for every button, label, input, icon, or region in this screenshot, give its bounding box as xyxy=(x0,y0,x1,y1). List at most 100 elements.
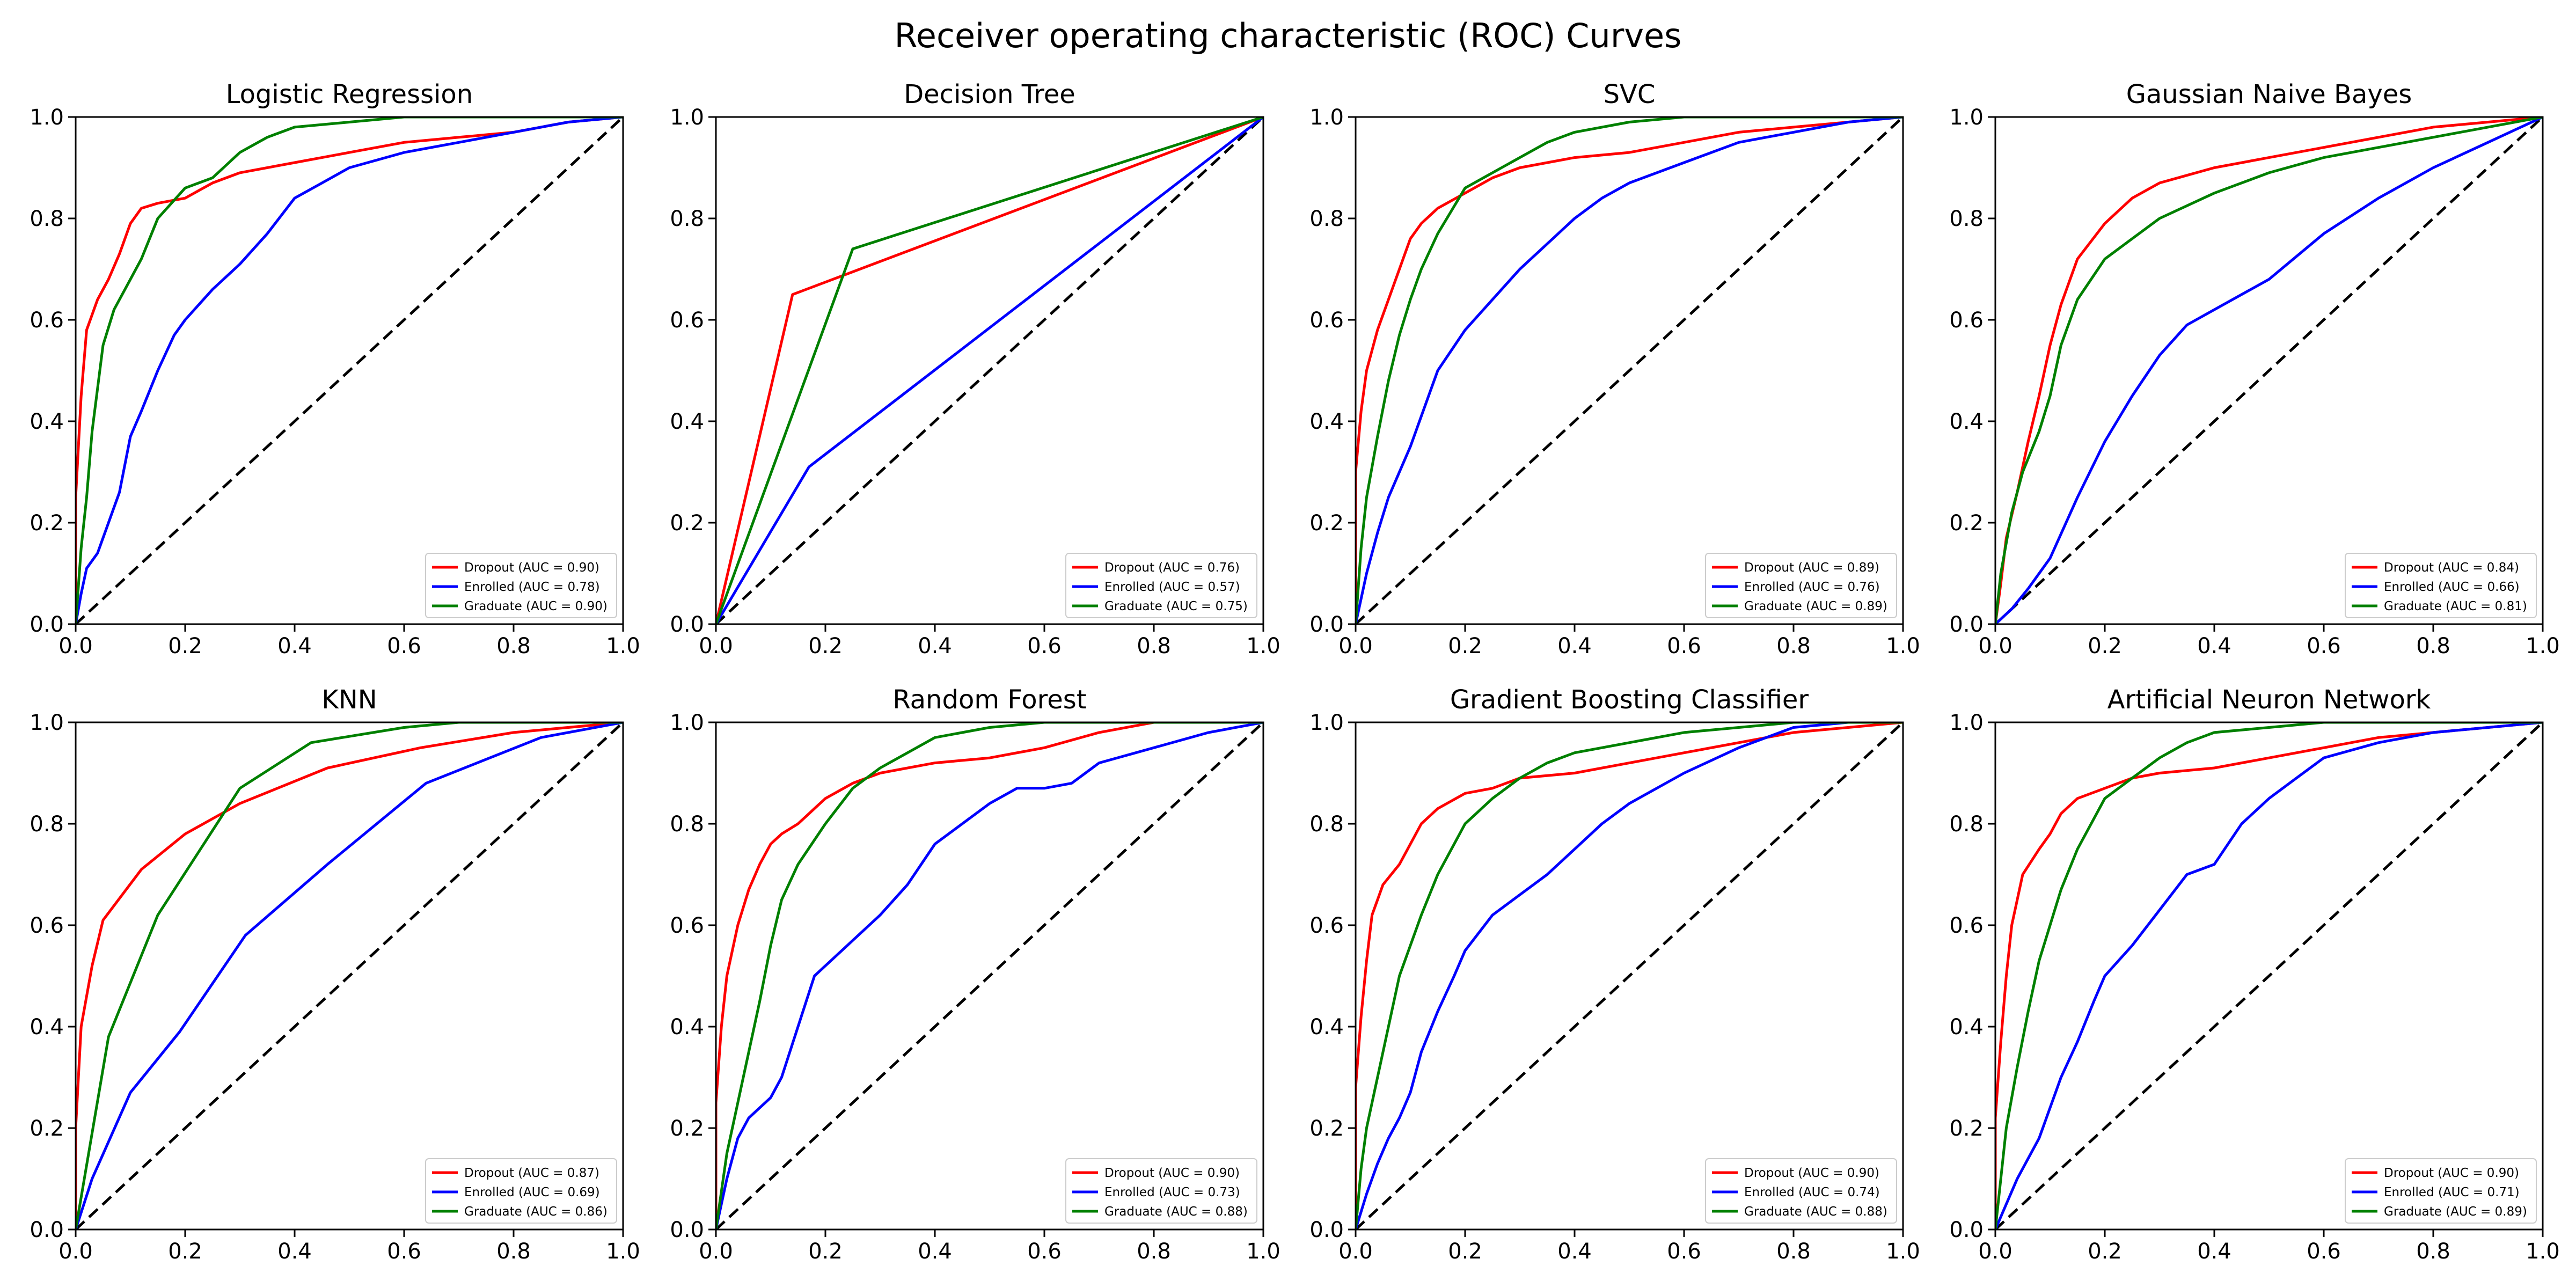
y-tick-label: 0.2 xyxy=(30,1116,64,1141)
x-tick-label: 0.0 xyxy=(1338,634,1373,658)
y-tick-label: 1.0 xyxy=(1949,711,1984,735)
roc-curve-enrolled xyxy=(1995,117,2543,624)
roc-panel-svc: SVC 0.0 0.2 0.4 0.6 0.8 1.0 0.0 0.2 0.4 0.6 0.8 1.0 D… xyxy=(1309,79,1920,658)
x-tick-label: 0.8 xyxy=(1776,1239,1811,1264)
legend-box xyxy=(2345,553,2537,618)
roc-panel-knn: KNN 0.0 0.2 0.4 0.6 0.8 1.0 0.0 0.2 0.4 0.6 0.8 1.0 D… xyxy=(30,685,640,1264)
y-tick-label: 0.4 xyxy=(30,409,64,434)
roc-curve-dropout xyxy=(76,117,623,624)
y-tick-label: 0.4 xyxy=(30,1015,64,1040)
roc-curve-enrolled xyxy=(716,117,1263,624)
y-tick-label: 0.0 xyxy=(1309,1218,1344,1242)
x-tick-label: 0.4 xyxy=(2197,634,2231,658)
x-tick-label: 1.0 xyxy=(2526,634,2560,658)
x-tick-label: 0.2 xyxy=(1448,634,1482,658)
x-tick-label: 0.0 xyxy=(1978,1239,2012,1264)
axes-frame xyxy=(1994,116,2544,625)
x-tick-label: 0.8 xyxy=(496,634,531,658)
y-tick-label: 0.8 xyxy=(30,207,64,231)
legend-label: Dropout (AUC = 0.90) xyxy=(1104,1166,1240,1180)
legend-label: Enrolled (AUC = 0.57) xyxy=(1104,580,1240,594)
chance-diagonal-line xyxy=(76,117,623,624)
roc-curve-graduate xyxy=(76,722,623,1230)
x-tick-label: 1.0 xyxy=(1246,634,1280,658)
panel-title-svc: SVC xyxy=(1604,79,1656,109)
x-tick-label: 0.6 xyxy=(1667,634,1701,658)
x-tick-label: 0.4 xyxy=(2197,1239,2231,1264)
x-tick-label: 0.0 xyxy=(699,634,733,658)
y-tick-label: 0.4 xyxy=(1949,1015,1984,1040)
x-tick-label: 0.8 xyxy=(1776,634,1811,658)
y-tick-label: 0.4 xyxy=(1949,409,1984,434)
y-tick-label: 0.6 xyxy=(670,308,704,333)
axes-frame xyxy=(715,721,1264,1231)
y-tick-label: 0.0 xyxy=(30,1218,64,1242)
legend-label: Dropout (AUC = 0.76) xyxy=(1104,561,1240,575)
legend: Dropout (AUC = 0.89) Enrolled (AUC = 0.76… xyxy=(1705,553,1897,618)
legend-label: Graduate (AUC = 0.88) xyxy=(1744,1205,1887,1219)
y-tick-label: 0.4 xyxy=(1309,1015,1344,1040)
axes-frame xyxy=(715,116,1264,625)
legend: Dropout (AUC = 0.90) Enrolled (AUC = 0.78… xyxy=(425,553,617,618)
x-tick-label: 0.6 xyxy=(2307,1239,2341,1264)
roc-panel-logistic-regression: Logistic Regression 0.0 0.2 0.4 0.6 0.8 1.0 0.0… xyxy=(30,79,640,658)
legend-label: Dropout (AUC = 0.90) xyxy=(2384,1166,2519,1180)
y-tick-label: 0.2 xyxy=(30,511,64,536)
chance-diagonal-line xyxy=(1995,117,2543,624)
y-tick-label: 0.6 xyxy=(1309,308,1344,333)
panel-title-logistic-regression: Logistic Regression xyxy=(226,79,473,109)
y-tick-label: 1.0 xyxy=(30,105,64,130)
x-tick-label: 0.8 xyxy=(2416,1239,2450,1264)
legend-label: Dropout (AUC = 0.89) xyxy=(1744,561,1879,575)
y-tick-label: 0.8 xyxy=(1949,207,1984,231)
x-tick-label: 0.4 xyxy=(918,1239,952,1264)
x-tick-label: 0.2 xyxy=(808,1239,843,1264)
legend-label: Graduate (AUC = 0.89) xyxy=(1744,599,1887,613)
y-tick-label: 0.6 xyxy=(1949,913,1984,938)
legend-label: Graduate (AUC = 0.86) xyxy=(464,1205,608,1219)
roc-curve-graduate xyxy=(76,117,623,624)
x-tick-label: 0.4 xyxy=(918,634,952,658)
x-tick-label: 0.0 xyxy=(699,1239,733,1264)
y-tick-label: 0.8 xyxy=(1949,812,1984,837)
x-tick-label: 1.0 xyxy=(1886,1239,1920,1264)
y-tick-label: 0.2 xyxy=(670,511,704,536)
x-tick-label: 1.0 xyxy=(2526,1239,2560,1264)
roc-curve-enrolled xyxy=(76,117,623,624)
x-tick-label: 0.2 xyxy=(168,634,202,658)
legend-box xyxy=(425,553,617,618)
chance-diagonal-line xyxy=(716,117,1263,624)
roc-curve-dropout xyxy=(1356,722,1903,1230)
roc-curve-dropout xyxy=(716,722,1263,1230)
roc-curve-graduate xyxy=(1356,722,1903,1230)
chance-diagonal-line xyxy=(1995,722,2543,1230)
legend-label: Enrolled (AUC = 0.78) xyxy=(464,580,600,594)
legend: Dropout (AUC = 0.76) Enrolled (AUC = 0.57… xyxy=(1065,553,1257,618)
roc-curve-enrolled xyxy=(1995,722,2543,1230)
x-tick-label: 0.4 xyxy=(277,1239,312,1264)
y-tick-label: 0.6 xyxy=(1949,308,1984,333)
y-tick-label: 0.4 xyxy=(1309,409,1344,434)
chance-diagonal-line xyxy=(1356,722,1903,1230)
legend: Dropout (AUC = 0.90) Enrolled (AUC = 0.74… xyxy=(1705,1158,1897,1224)
y-tick-label: 0.6 xyxy=(30,308,64,333)
legend-label: Graduate (AUC = 0.89) xyxy=(2384,1205,2527,1219)
panel-title-artificial-neuron-network: Artificial Neuron Network xyxy=(2107,685,2431,715)
y-tick-label: 0.0 xyxy=(30,612,64,637)
axes-frame xyxy=(1355,721,1904,1231)
y-tick-label: 0.6 xyxy=(30,913,64,938)
legend-label: Graduate (AUC = 0.75) xyxy=(1104,599,1248,613)
y-tick-label: 0.0 xyxy=(1949,1218,1984,1242)
y-tick-label: 0.2 xyxy=(1949,1116,1984,1141)
x-tick-label: 0.0 xyxy=(1338,1239,1373,1264)
roc-curve-graduate xyxy=(1356,117,1903,624)
y-tick-label: 0.0 xyxy=(1309,612,1344,637)
subplot-grid: Logistic Regression 0.0 0.2 0.4 0.6 0.8 1.0 0.0… xyxy=(30,79,2559,1264)
x-tick-label: 0.4 xyxy=(1557,1239,1592,1264)
x-tick-label: 0.4 xyxy=(1557,634,1592,658)
legend: Dropout (AUC = 0.87) Enrolled (AUC = 0.69… xyxy=(425,1158,617,1224)
panel-title-gaussian-naive-bayes: Gaussian Naive Bayes xyxy=(2126,79,2412,109)
y-tick-label: 0.2 xyxy=(1309,511,1344,536)
panel-title-random-forest: Random Forest xyxy=(892,685,1086,715)
y-tick-label: 0.2 xyxy=(1309,1116,1344,1141)
